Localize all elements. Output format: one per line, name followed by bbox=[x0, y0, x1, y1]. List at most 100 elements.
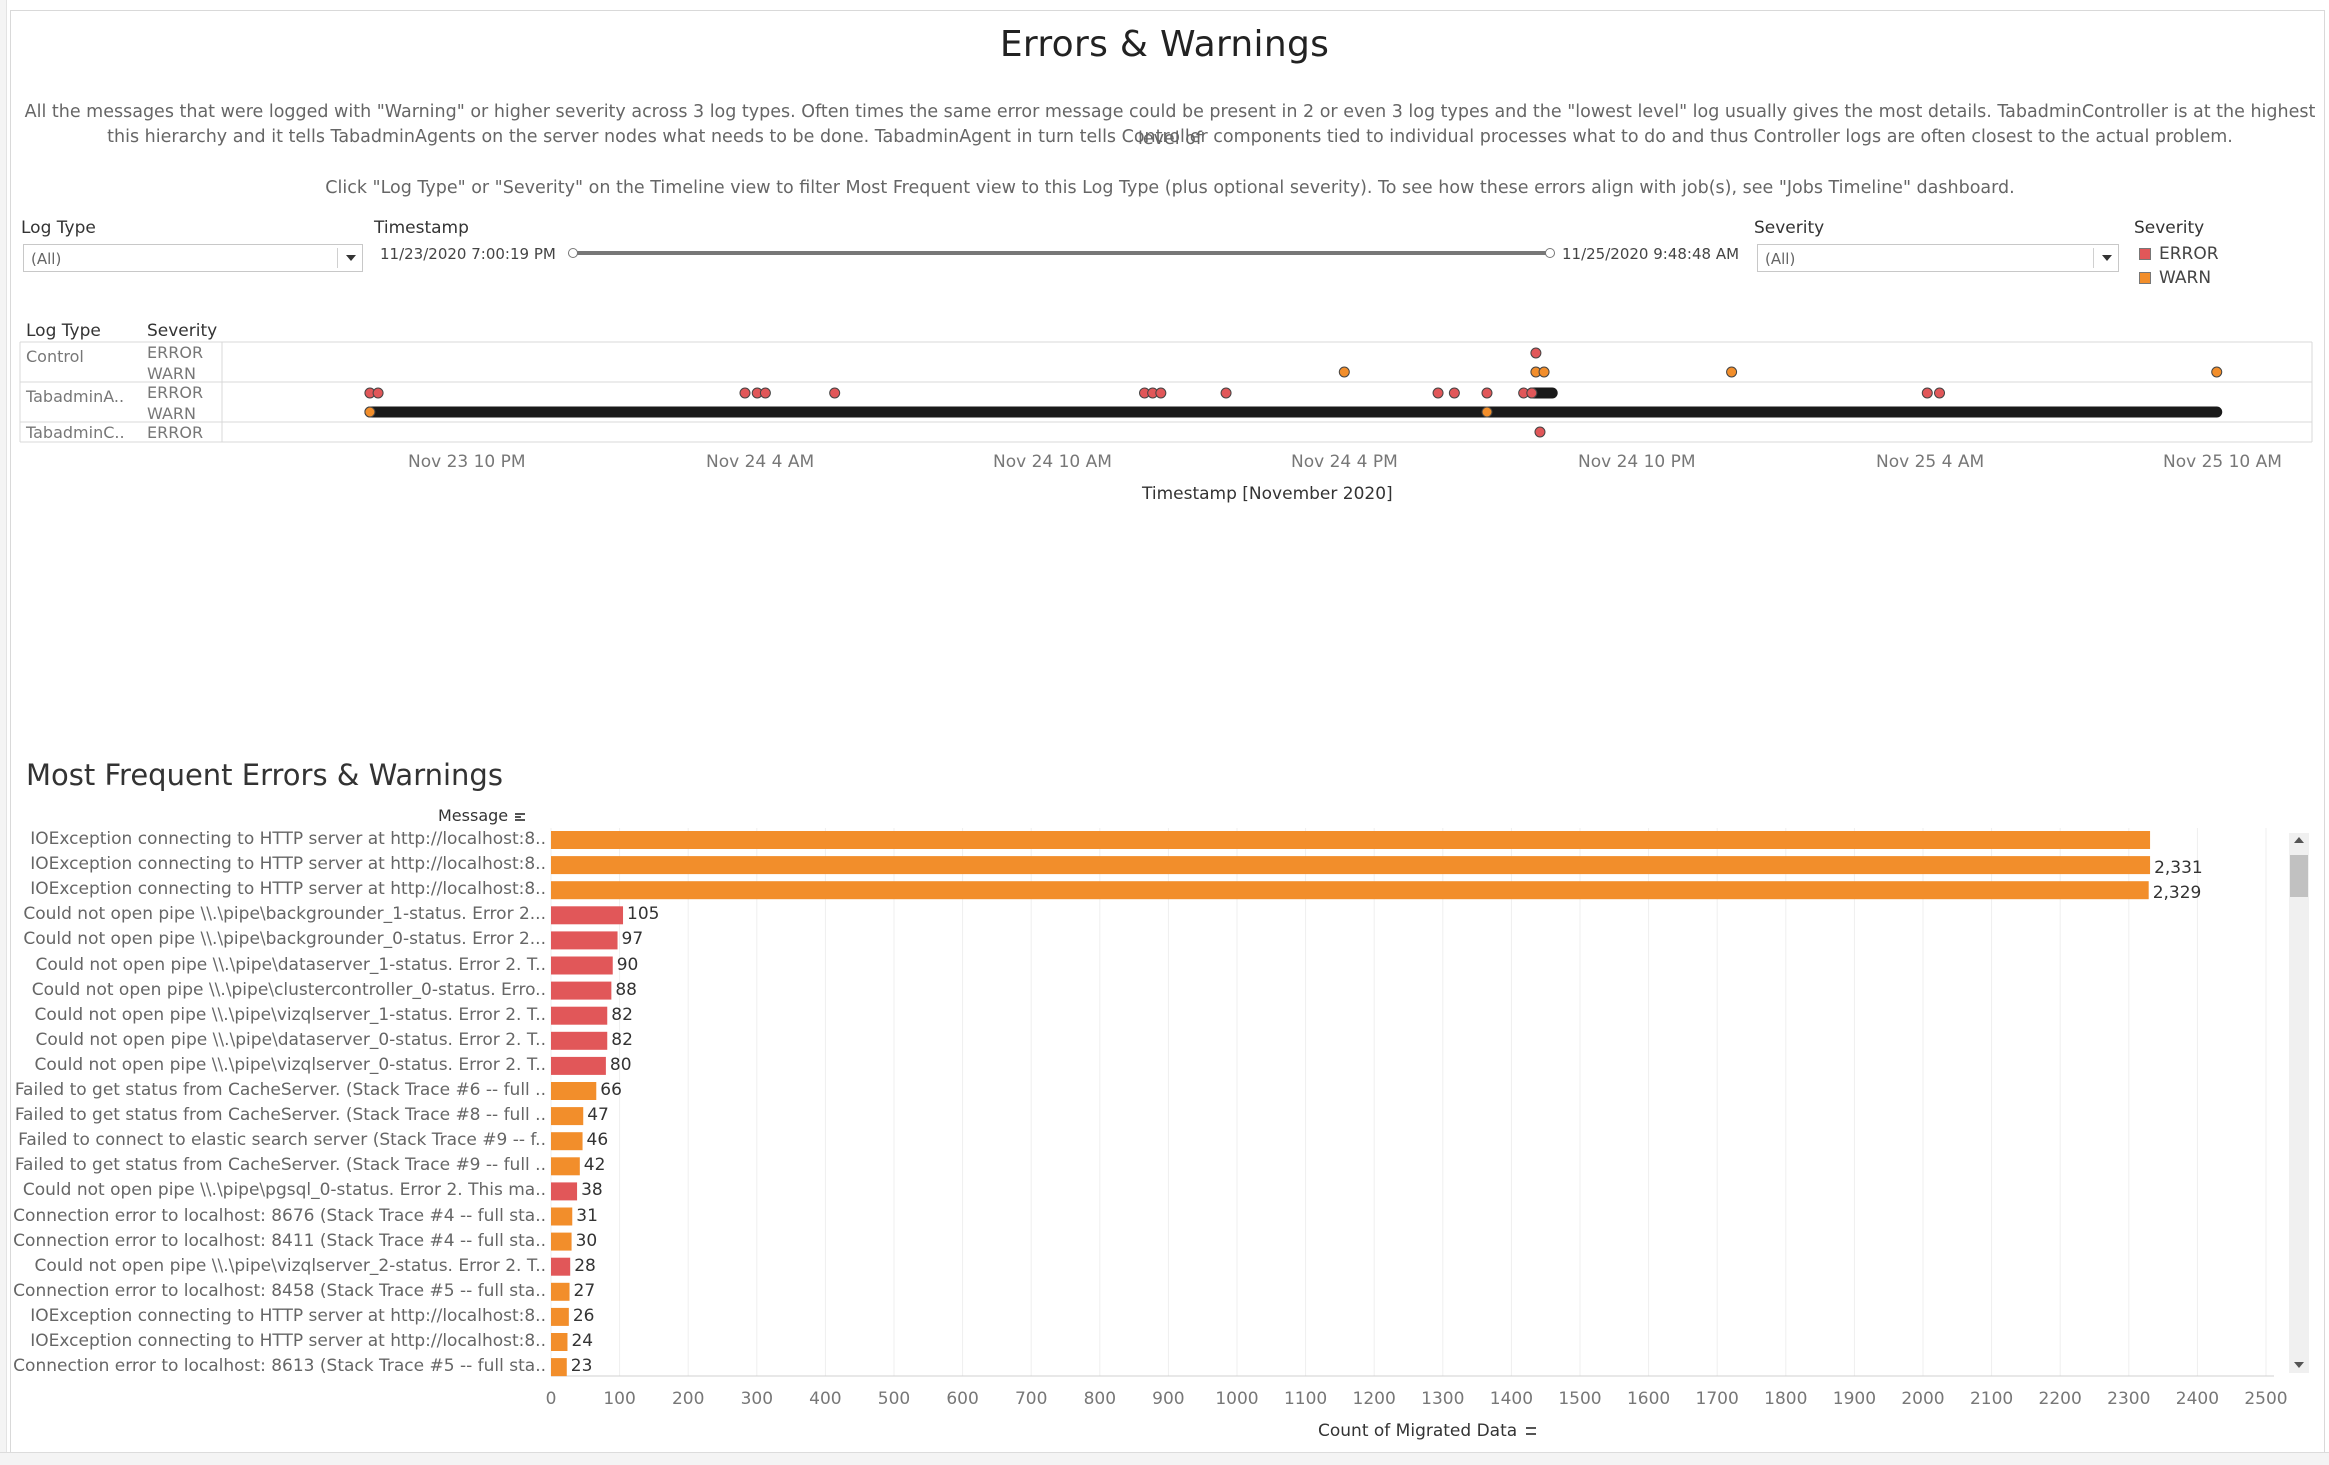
timeline-log-type-header[interactable]: Log Type bbox=[26, 321, 101, 341]
timeline-x-tick: Nov 23 10 PM bbox=[408, 452, 526, 472]
log-type-select[interactable]: (All) bbox=[23, 244, 363, 272]
message-label[interactable]: Could not open pipe \\.\pipe\dataserver_… bbox=[35, 1029, 546, 1050]
row-label-controller-error[interactable]: ERROR bbox=[147, 423, 204, 442]
timeline-point[interactable] bbox=[1934, 387, 1946, 399]
bar[interactable] bbox=[551, 906, 624, 925]
message-label[interactable]: IOException connecting to HTTP server at… bbox=[30, 854, 546, 875]
message-label[interactable]: Could not open pipe \\.\pipe\backgrounde… bbox=[23, 904, 546, 925]
timeline-point[interactable] bbox=[1538, 366, 1550, 378]
timeline-point[interactable] bbox=[1155, 387, 1167, 399]
message-label[interactable]: IOException connecting to HTTP server at… bbox=[30, 829, 546, 849]
bar[interactable] bbox=[551, 956, 613, 975]
row-label-agent-error[interactable]: ERROR bbox=[147, 383, 204, 402]
timeline-point[interactable] bbox=[1432, 387, 1444, 399]
bar[interactable] bbox=[551, 1056, 606, 1075]
timeline-point[interactable] bbox=[1526, 387, 1538, 399]
legend-warn-label[interactable]: WARN bbox=[2159, 268, 2212, 288]
message-label[interactable]: Failed to get status from CacheServer. (… bbox=[14, 1155, 546, 1176]
message-label[interactable]: Could not open pipe \\.\pipe\clustercont… bbox=[31, 979, 546, 1000]
message-label[interactable]: Connection error to localhost: 8458 (Sta… bbox=[13, 1280, 546, 1301]
timeline-point[interactable] bbox=[1220, 387, 1232, 399]
vertical-scrollbar[interactable] bbox=[2289, 833, 2309, 1373]
message-header-label: Message bbox=[438, 806, 509, 825]
timeline-severity-header[interactable]: Severity bbox=[147, 321, 218, 341]
timeline-point[interactable] bbox=[2211, 366, 2223, 378]
message-label[interactable]: IOException connecting to HTTP server at… bbox=[30, 1331, 546, 1351]
bar[interactable] bbox=[551, 1107, 584, 1126]
bar[interactable] bbox=[551, 1257, 571, 1276]
message-label[interactable]: Could not open pipe \\.\pipe\vizqlserver… bbox=[34, 1004, 546, 1025]
sort-icon[interactable] bbox=[515, 812, 526, 821]
bar[interactable] bbox=[551, 1358, 567, 1377]
bar[interactable] bbox=[551, 1333, 568, 1351]
sort-icon[interactable] bbox=[1525, 1427, 1536, 1435]
row-label-tabadmin-agent[interactable]: TabadminA.. bbox=[26, 387, 125, 406]
timestamp-slider-start-handle[interactable] bbox=[568, 248, 578, 258]
message-label[interactable]: Could not open pipe \\.\pipe\vizqlserver… bbox=[34, 1255, 546, 1276]
timeline-point[interactable] bbox=[1921, 387, 1933, 399]
bar[interactable] bbox=[551, 1307, 569, 1326]
message-label[interactable]: Failed to connect to elastic search serv… bbox=[18, 1130, 546, 1151]
timeline-point[interactable] bbox=[739, 387, 751, 399]
bar[interactable] bbox=[551, 1157, 580, 1176]
bar[interactable] bbox=[551, 1232, 572, 1251]
scroll-up-arrow-icon[interactable] bbox=[2294, 837, 2304, 843]
timeline-point[interactable] bbox=[829, 387, 841, 399]
scroll-down-arrow-icon[interactable] bbox=[2294, 1362, 2304, 1368]
timeline-point[interactable] bbox=[1530, 347, 1542, 359]
bar[interactable] bbox=[551, 1207, 573, 1226]
message-label[interactable]: Could not open pipe \\.\pipe\dataserver_… bbox=[35, 954, 546, 975]
message-label[interactable]: Failed to get status from CacheServer. (… bbox=[14, 1105, 546, 1126]
timestamp-slider-end-handle[interactable] bbox=[1545, 248, 1555, 258]
message-label[interactable]: Failed to get status from CacheServer. (… bbox=[14, 1080, 546, 1100]
timestamp-start-value[interactable]: 11/23/2020 7:00:19 PM bbox=[380, 245, 556, 263]
bar[interactable] bbox=[551, 881, 2149, 900]
message-label[interactable]: Could not open pipe \\.\pipe\pgsql_0-sta… bbox=[22, 1180, 546, 1201]
scrollbar-thumb[interactable] bbox=[2290, 855, 2308, 897]
timeline-point[interactable] bbox=[1534, 426, 1546, 438]
message-label[interactable]: Connection error to localhost: 8411 (Sta… bbox=[13, 1230, 546, 1251]
bar[interactable] bbox=[551, 1132, 583, 1151]
row-label-control[interactable]: Control bbox=[26, 347, 84, 366]
bar[interactable] bbox=[551, 1031, 608, 1050]
timeline-point[interactable] bbox=[364, 406, 376, 418]
message-label[interactable]: IOException connecting to HTTP server at… bbox=[30, 879, 546, 900]
timeline-point[interactable] bbox=[1338, 366, 1350, 378]
bar[interactable] bbox=[551, 1282, 570, 1301]
message-label[interactable]: Could not open pipe \\.\pipe\vizqlserver… bbox=[34, 1054, 546, 1075]
row-label-agent-warn[interactable]: WARN bbox=[147, 404, 196, 423]
timeline-point[interactable] bbox=[1481, 406, 1493, 418]
message-label[interactable]: Could not open pipe \\.\pipe\backgrounde… bbox=[23, 929, 546, 950]
bar[interactable] bbox=[551, 831, 2151, 849]
bar[interactable] bbox=[551, 931, 618, 950]
message-label[interactable]: Connection error to localhost: 8676 (Sta… bbox=[13, 1205, 546, 1226]
x-axis-title[interactable]: Count of Migrated Data bbox=[1318, 1421, 1536, 1441]
row-label-tabadmin-controller[interactable]: TabadminC.. bbox=[26, 423, 125, 442]
message-column-header[interactable]: Message bbox=[438, 806, 526, 825]
timestamp-slider-track[interactable] bbox=[572, 251, 1550, 255]
bar[interactable] bbox=[551, 1182, 578, 1201]
message-label[interactable]: IOException connecting to HTTP server at… bbox=[30, 1305, 546, 1326]
chevron-down-icon[interactable] bbox=[346, 255, 356, 261]
chevron-down-icon[interactable] bbox=[2102, 255, 2112, 261]
bar[interactable] bbox=[551, 856, 2151, 875]
message-label[interactable]: Connection error to localhost: 8613 (Sta… bbox=[13, 1356, 546, 1377]
bar[interactable] bbox=[551, 1082, 597, 1100]
bar-x-tick: 500 bbox=[877, 1389, 911, 1409]
timestamp-end-value[interactable]: 11/25/2020 9:48:48 AM bbox=[1562, 245, 1740, 263]
timeline-point[interactable] bbox=[372, 387, 384, 399]
legend-warn-swatch[interactable] bbox=[2139, 272, 2151, 284]
bar[interactable] bbox=[551, 1006, 608, 1025]
timeline-point[interactable] bbox=[1726, 366, 1738, 378]
timeline-point[interactable] bbox=[1481, 387, 1493, 399]
timeline-point[interactable] bbox=[759, 387, 771, 399]
timeline-chart[interactable] bbox=[0, 0, 2329, 520]
severity-select[interactable]: (All) bbox=[1757, 244, 2119, 272]
row-label-control-error[interactable]: ERROR bbox=[147, 343, 204, 362]
row-label-control-warn[interactable]: WARN bbox=[147, 364, 196, 383]
bar[interactable] bbox=[551, 981, 612, 1000]
timeline-point[interactable] bbox=[1448, 387, 1460, 399]
legend-error-label[interactable]: ERROR bbox=[2159, 244, 2219, 264]
legend-error-swatch[interactable] bbox=[2139, 248, 2151, 260]
